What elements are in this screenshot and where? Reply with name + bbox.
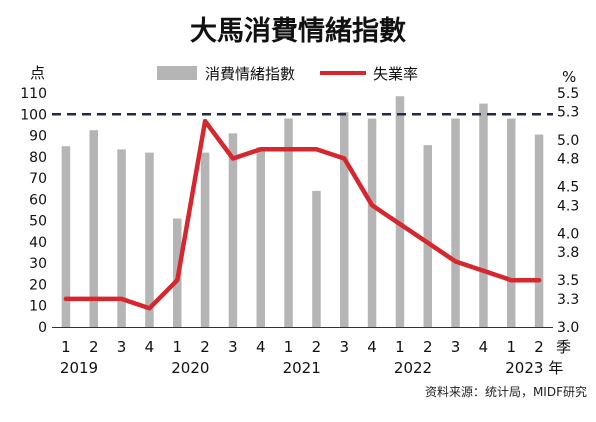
bar — [61, 146, 71, 327]
bar — [479, 103, 488, 327]
right-tick-label: 3.0 — [557, 320, 579, 336]
left-tick-label: 10 — [29, 299, 47, 315]
quarter-label: 4 — [367, 338, 377, 356]
quarter-label: 1 — [284, 338, 294, 356]
quarter-label: 4 — [145, 338, 155, 356]
bar — [507, 118, 516, 327]
right-tick-label: 4.0 — [557, 226, 579, 242]
right-tick-label: 4.3 — [557, 198, 579, 214]
left-tick-label: 30 — [29, 256, 47, 272]
quarter-label: 2 — [423, 338, 433, 356]
year-label: 2023 年 — [505, 359, 563, 377]
left-tick-label: 90 — [29, 129, 47, 145]
quarter-label: 1 — [506, 338, 516, 356]
bar — [534, 134, 544, 327]
bar — [395, 96, 405, 327]
legend-bar-swatch — [157, 66, 197, 80]
year-label: 2020 — [171, 359, 209, 377]
quarter-label: 3 — [451, 338, 461, 356]
legend-line-label: 失業率 — [373, 65, 418, 83]
bar — [312, 190, 321, 327]
bar — [284, 118, 293, 327]
source-note: 资料来源：统计局，MIDF研究 — [425, 384, 587, 399]
bar — [340, 112, 349, 327]
year-label: 2019 — [60, 359, 98, 377]
legend: 消費情緒指數 失業率 — [157, 65, 418, 83]
quarter-label: 2 — [200, 338, 210, 356]
chart-title: 大馬消費情緒指數 — [190, 15, 406, 47]
bar — [451, 118, 460, 327]
left-tick-label: 80 — [29, 150, 47, 166]
bar — [145, 152, 154, 327]
right-tick-label: 3.8 — [557, 245, 579, 261]
left-tick-label: 70 — [29, 171, 47, 187]
bar — [423, 145, 432, 327]
right-tick-label: 5.0 — [557, 133, 579, 149]
quarter-label: 1 — [172, 338, 182, 356]
year-label: 2022 — [394, 359, 432, 377]
right-axis-ticks: 3.0 3.3 3.5 3.8 4.0 4.3 4.5 4.8 5.0 5.3 5.5 — [557, 86, 579, 336]
right-tick-label: 4.5 — [557, 180, 579, 196]
left-tick-label: 50 — [29, 214, 47, 230]
bar — [367, 118, 377, 327]
left-tick-label: 20 — [29, 277, 47, 293]
quarter-label: 1 — [61, 338, 71, 356]
quarter-label: 3 — [117, 338, 127, 356]
bar — [228, 133, 238, 327]
quarter-label: 2 — [89, 338, 99, 356]
left-tick-label: 110 — [20, 86, 47, 102]
quarter-label: 4 — [256, 338, 266, 356]
right-tick-label: 5.3 — [557, 105, 579, 121]
quarter-label: 2 — [534, 338, 544, 356]
left-tick-label: 40 — [29, 235, 47, 251]
legend-bar-label: 消費情緒指數 — [205, 65, 295, 83]
left-axis-ticks: 0 10 20 30 40 50 60 70 80 90 100 110 — [20, 86, 47, 336]
bar — [89, 130, 98, 327]
x-suffix-label: 季 — [556, 338, 571, 356]
right-tick-label: 5.5 — [557, 86, 579, 102]
right-axis-unit: % — [562, 68, 576, 86]
bar-series — [61, 96, 544, 327]
right-tick-label: 4.8 — [557, 152, 579, 168]
quarter-label: 2 — [312, 338, 322, 356]
right-tick-label: 3.3 — [557, 292, 579, 308]
right-tick-label: 3.5 — [557, 273, 579, 289]
quarter-label: 4 — [479, 338, 489, 356]
bar — [200, 152, 210, 327]
quarter-label: 1 — [395, 338, 405, 356]
bar — [256, 147, 265, 327]
left-tick-label: 0 — [38, 320, 47, 336]
year-labels: 2019 2020 2021 2022 2023 年 — [60, 359, 563, 377]
line-series — [63, 118, 542, 311]
unemployment-line — [63, 118, 542, 311]
left-axis-unit: 点 — [30, 64, 45, 82]
left-tick-label: 100 — [20, 107, 47, 123]
left-tick-label: 60 — [29, 192, 47, 208]
quarter-label: 3 — [339, 338, 349, 356]
year-label: 2021 — [283, 359, 321, 377]
bar — [117, 149, 126, 327]
quarter-label: 3 — [228, 338, 238, 356]
